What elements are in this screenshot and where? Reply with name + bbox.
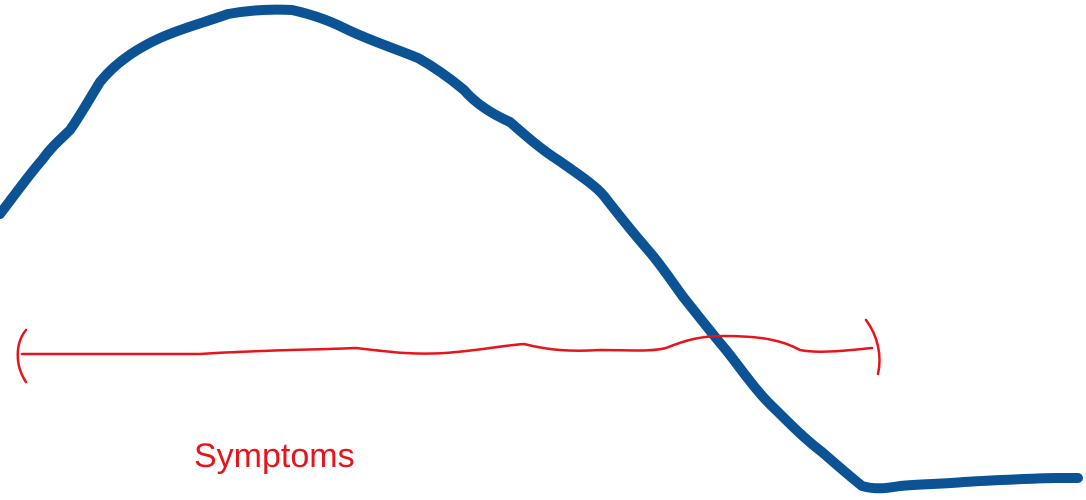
red-bracket-left-end bbox=[16, 328, 28, 384]
red-bracket-right-end bbox=[864, 318, 881, 376]
symptoms-label: Symptoms bbox=[194, 437, 355, 475]
blue-curve bbox=[0, 4, 1083, 494]
red-bracket-line bbox=[20, 334, 874, 356]
